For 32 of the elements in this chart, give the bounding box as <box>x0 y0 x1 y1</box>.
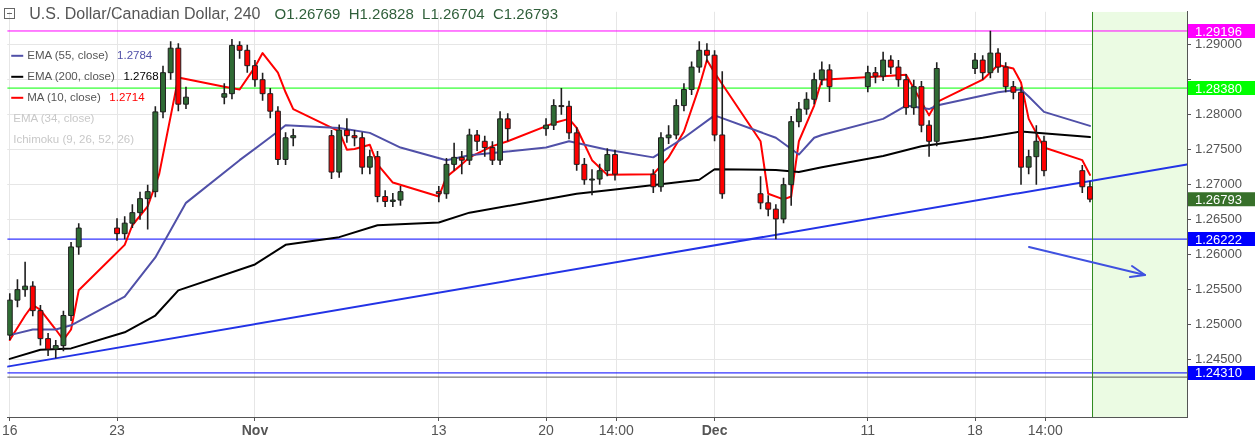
x-tick-label: 11 <box>860 422 876 439</box>
x-tick-label: 14:00 <box>598 422 634 439</box>
text: 1.26793 <box>1195 191 1242 207</box>
chart-subtitle: O1.26769 H1.26828 L1.26704 C1.26793 <box>274 5 559 23</box>
y-tick-label: 1.26500 <box>1195 211 1242 227</box>
legend-label: MA (10, close) <box>27 90 101 103</box>
y-tick-label: 1.26000 <box>1195 246 1242 262</box>
legend-label: EMA (200, close) <box>27 69 115 82</box>
y-tick-label: 1.25500 <box>1195 281 1242 297</box>
y-tick-label: 1.27500 <box>1195 141 1242 157</box>
x-tick-label: 16 <box>2 422 18 439</box>
y-tick-label: 1.29000 <box>1195 36 1242 52</box>
x-tick-label: 23 <box>109 422 126 439</box>
x-tick-label: Nov <box>241 422 269 439</box>
x-tick-label: 20 <box>538 422 555 439</box>
x-tick-label: 18 <box>967 422 984 439</box>
y-tick-label: 1.28000 <box>1195 106 1242 122</box>
ref-line-label: 1.24310 <box>1195 365 1242 381</box>
y-tick-label: 1.24500 <box>1195 351 1242 367</box>
y-tick-label: 1.27000 <box>1195 176 1242 192</box>
chart-title: U.S. Dollar/Canadian Dollar, 240 <box>29 5 261 23</box>
x-tick-label: Dec <box>701 422 728 439</box>
y-tick-label: 1.25000 <box>1195 316 1242 332</box>
x-tick-label: 13 <box>431 422 447 439</box>
ref-line-label: 1.28380 <box>1195 80 1242 96</box>
ref-line-label: 1.29196 <box>1195 23 1242 39</box>
annotation: 1.2784 <box>117 48 153 61</box>
legend-label: EMA (55, close) <box>27 48 109 61</box>
annotation: 1.2714 <box>109 90 146 103</box>
x-tick-label: 14:00 <box>1027 422 1063 439</box>
ref-line-label: 1.26222 <box>1195 231 1242 247</box>
annotation: 1.2768 <box>123 69 159 82</box>
